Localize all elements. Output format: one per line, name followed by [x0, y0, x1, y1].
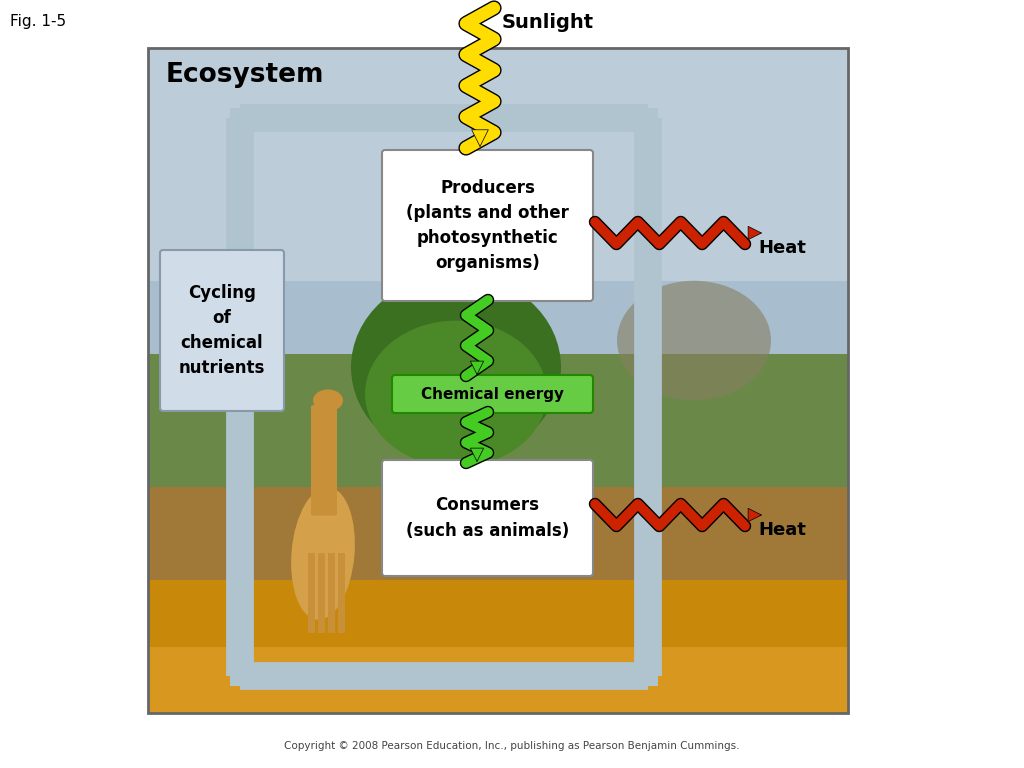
- Bar: [638, 108, 658, 128]
- Text: Ecosystem: Ecosystem: [166, 62, 325, 88]
- Ellipse shape: [313, 389, 343, 412]
- Bar: [318, 554, 325, 633]
- Bar: [338, 554, 345, 633]
- Text: Chemical energy: Chemical energy: [421, 386, 564, 402]
- Text: Producers
(plants and other
photosynthetic
organisms): Producers (plants and other photosynthet…: [407, 179, 569, 272]
- Bar: [230, 108, 250, 128]
- Bar: [148, 354, 848, 500]
- FancyBboxPatch shape: [392, 375, 593, 413]
- Bar: [148, 48, 848, 713]
- Bar: [148, 48, 848, 281]
- Bar: [148, 487, 848, 594]
- Text: Fig. 1-5: Fig. 1-5: [10, 14, 67, 29]
- Bar: [230, 666, 250, 686]
- Ellipse shape: [365, 321, 547, 467]
- Ellipse shape: [351, 274, 561, 460]
- Text: Sunlight: Sunlight: [502, 13, 594, 32]
- FancyBboxPatch shape: [160, 250, 284, 411]
- FancyBboxPatch shape: [311, 405, 337, 515]
- Bar: [638, 666, 658, 686]
- Text: Copyright © 2008 Pearson Education, Inc., publishing as Pearson Benjamin Cumming: Copyright © 2008 Pearson Education, Inc.…: [285, 741, 739, 751]
- Bar: [148, 647, 848, 713]
- Text: Cycling
of
chemical
nutrients: Cycling of chemical nutrients: [179, 284, 265, 377]
- Text: Heat: Heat: [758, 521, 806, 539]
- Text: Consumers
(such as animals): Consumers (such as animals): [406, 496, 569, 539]
- Bar: [308, 554, 315, 633]
- Text: Heat: Heat: [758, 239, 806, 257]
- FancyBboxPatch shape: [382, 460, 593, 576]
- Bar: [148, 580, 848, 713]
- Ellipse shape: [291, 487, 355, 620]
- FancyBboxPatch shape: [382, 150, 593, 301]
- Bar: [148, 48, 848, 434]
- Bar: [328, 554, 335, 633]
- Ellipse shape: [617, 281, 771, 400]
